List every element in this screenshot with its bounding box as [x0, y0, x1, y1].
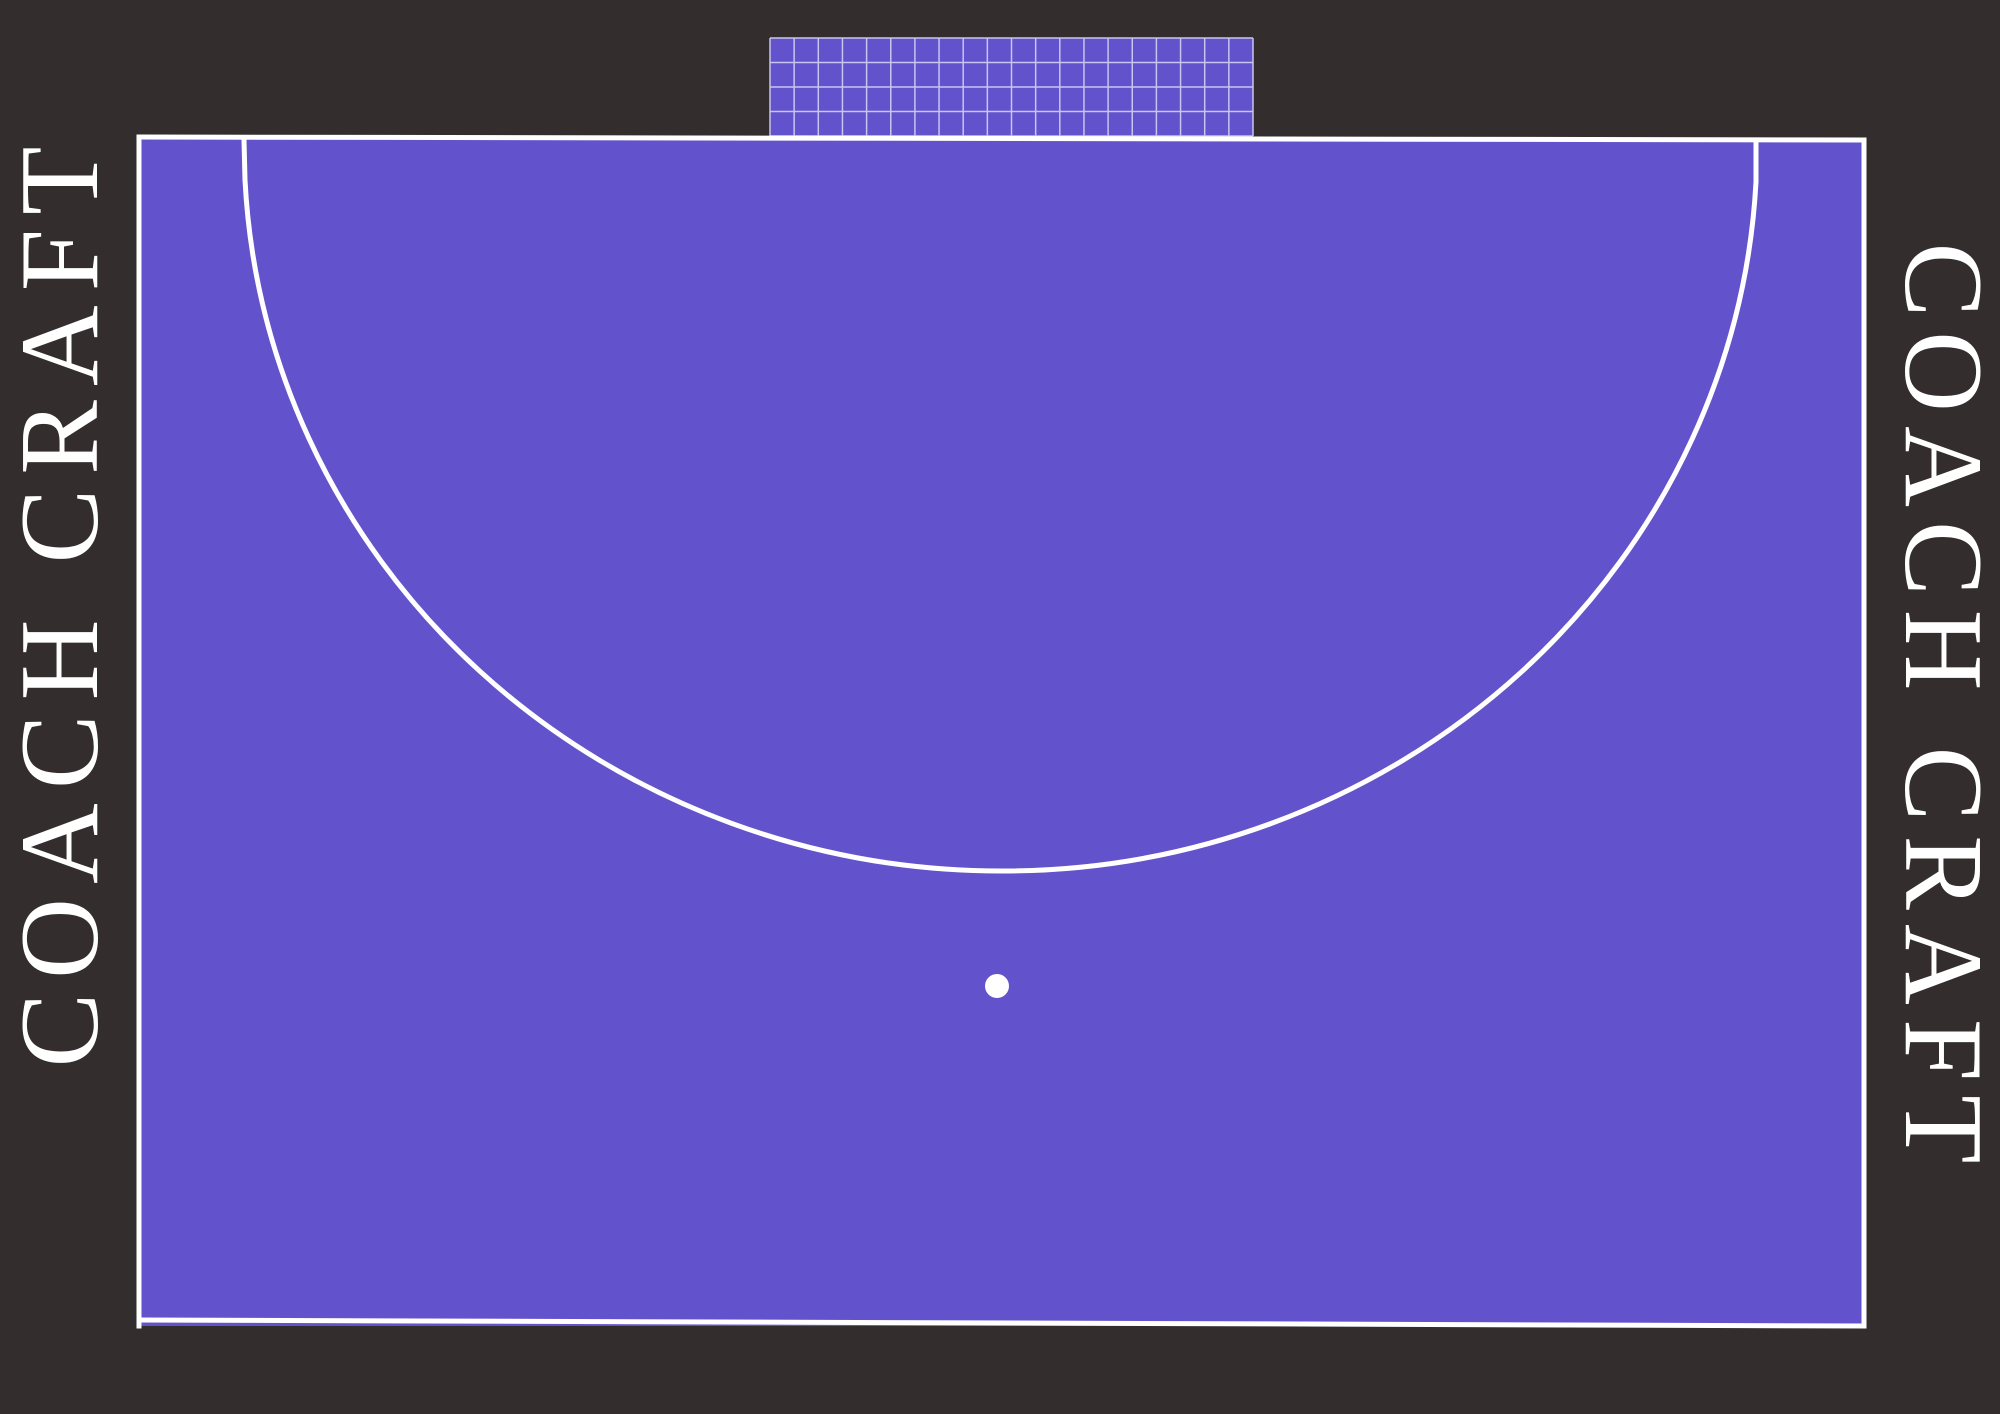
shooting-circle [241, 137, 1759, 874]
court-lines [136, 134, 1867, 1329]
court-surface [139, 137, 1864, 1326]
goal-net [769, 37, 1254, 137]
penalty-spot [985, 974, 1009, 998]
brand-text-right: COACH CRAFT [1881, 242, 2000, 1178]
bottom-line [136, 1317, 1867, 1329]
goal-line [136, 134, 1867, 143]
goal-net-mesh [769, 37, 1254, 137]
brand-text-left: COACH CRAFT [0, 132, 122, 1068]
